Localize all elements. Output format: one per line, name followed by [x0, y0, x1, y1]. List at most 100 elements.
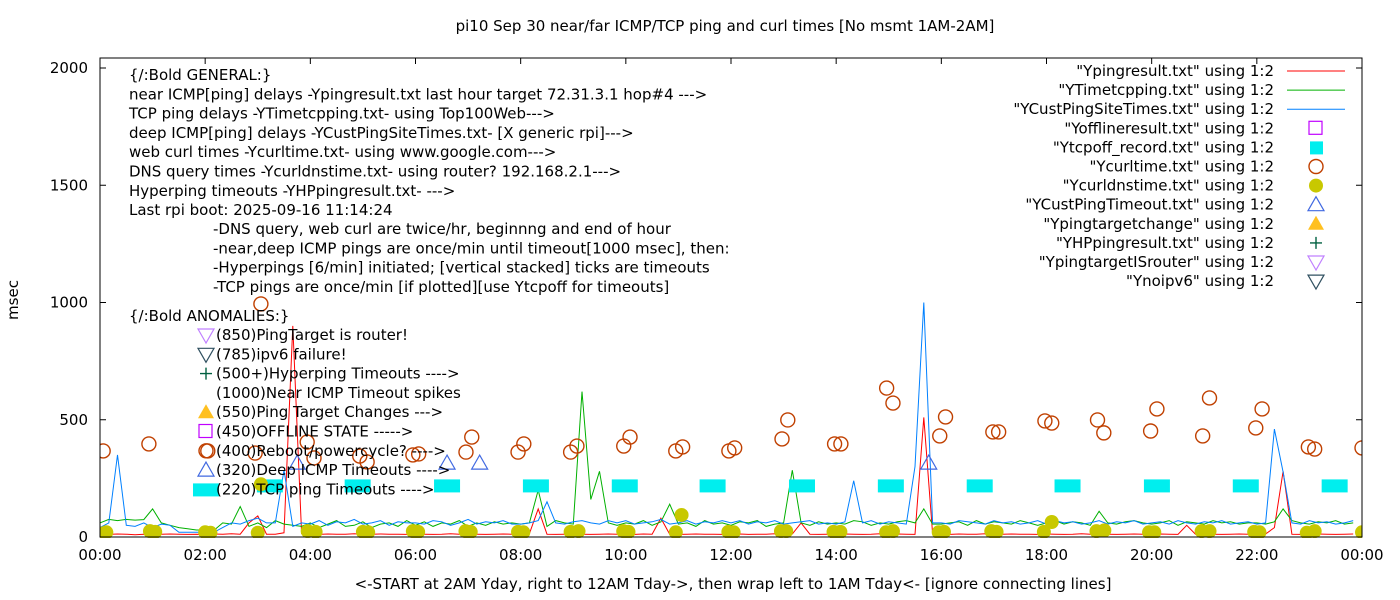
- legend-entry: "Yofflineresult.txt" using 1:2: [1064, 119, 1274, 137]
- data-point-filled-circle: [779, 524, 794, 538]
- data-point-open-circle: [1248, 420, 1264, 436]
- x-tick-label: 12:00: [709, 546, 752, 564]
- general-note-line: {/:Bold GENERAL:}: [129, 66, 271, 84]
- data-point-filled-circle: [203, 525, 218, 538]
- anomaly-open-square-icon: [198, 423, 213, 439]
- data-point-open-circle: [878, 380, 895, 396]
- data-point-filled-circle: [668, 525, 683, 538]
- data-point-filled-circle: [674, 507, 689, 522]
- data-point-filled-square: [966, 479, 993, 493]
- data-point-filled-circle: [989, 524, 1004, 538]
- anomaly-label: (1000)Near ICMP Timeout spikes: [216, 384, 461, 402]
- data-point-open-triangle-up: [919, 453, 938, 470]
- data-point-open-circle: [1089, 412, 1106, 428]
- data-point-filled-circle: [1355, 525, 1362, 538]
- legend-open-triangle-down-key: [1306, 274, 1326, 291]
- usage-note-line: -DNS query, web curl are twice/hr, begin…: [213, 220, 672, 238]
- legend-open-triangle-up-key: [1306, 195, 1326, 212]
- x-tick-label: 14:00: [815, 546, 858, 564]
- anomaly-label: (550)Ping Target Changes --->: [216, 403, 443, 421]
- data-point-filled-circle: [936, 524, 951, 538]
- data-point-open-circle: [1254, 401, 1270, 417]
- data-point-filled-circle: [1202, 524, 1217, 538]
- data-point-open-circle: [985, 424, 1001, 440]
- data-point-open-circle: [1300, 439, 1317, 455]
- x-tick-label: 02:00: [184, 546, 227, 564]
- data-point-filled-circle: [1044, 514, 1059, 529]
- data-point-open-circle: [1201, 390, 1218, 406]
- general-note-line: Hyperping timeouts -YHPpingresult.txt- -…: [129, 182, 455, 200]
- data-point-open-circle: [141, 436, 157, 452]
- legend: "Ypingresult.txt" using 1:2"YTimetcpping…: [1013, 62, 1345, 291]
- data-point-filled-circle: [1307, 524, 1322, 538]
- x-tick-label: 00:00: [1340, 546, 1383, 564]
- x-tick-label: 06:00: [394, 546, 437, 564]
- usage-note-line: -TCP pings are once/min [if plotted][use…: [213, 278, 669, 296]
- anomaly-label: (320)Deep ICMP Timeouts ---->: [216, 461, 450, 479]
- general-note-line: DNS query times -Ycurldnstime.txt- using…: [129, 163, 621, 181]
- data-point-open-circle: [1306, 441, 1323, 457]
- data-point-open-circle: [885, 395, 901, 411]
- x-tick-label: 16:00: [920, 546, 963, 564]
- data-point-filled-square: [522, 479, 549, 493]
- legend-open-square-key: [1308, 120, 1323, 135]
- data-point-open-circle: [100, 443, 111, 459]
- data-point-filled-circle: [621, 524, 636, 538]
- legend-open-circle-key: [1308, 158, 1324, 175]
- y-axis-label: msec: [4, 280, 22, 320]
- data-point-open-circle: [1354, 440, 1362, 456]
- legend-open-triangle-down-key: [1306, 255, 1326, 272]
- data-point-filled-circle: [1036, 524, 1051, 538]
- data-point-open-circle: [405, 447, 421, 463]
- data-point-filled-circle: [516, 525, 531, 538]
- x-tick-label: 18:00: [1025, 546, 1068, 564]
- data-point-filled-circle: [833, 524, 848, 538]
- data-point-open-circle: [1142, 423, 1159, 439]
- legend-entry: "Ypingresult.txt" using 1:2: [1076, 62, 1274, 80]
- y-tick-label: 1500: [50, 176, 88, 194]
- legend-entry: "YCustPingTimeout.txt" using 1:2: [1025, 196, 1274, 214]
- x-tick-label: 08:00: [499, 546, 542, 564]
- x-tick-label: 20:00: [1130, 546, 1173, 564]
- data-point-filled-square: [877, 479, 904, 493]
- data-point-filled-circle: [308, 524, 323, 538]
- legend-entry: "Ycurldnstime.txt" using 1:2: [1063, 177, 1274, 195]
- data-point-filled-square: [1232, 479, 1259, 493]
- data-point-open-circle: [932, 428, 948, 444]
- y-tick-label: 2000: [50, 59, 88, 77]
- data-point-open-circle: [1194, 428, 1211, 444]
- data-point-open-triangle-up: [438, 453, 457, 470]
- data-point-open-circle: [410, 446, 427, 462]
- general-note-line: Last rpi boot: 2025-09-16 11:14:24: [129, 201, 393, 219]
- data-point-open-circle: [1037, 413, 1053, 429]
- annotation-block: {/:Bold GENERAL:}near ICMP[ping] delays …: [128, 66, 730, 498]
- data-point-open-circle: [464, 429, 480, 445]
- legend-entry: "Ynoipv6" using 1:2: [1126, 272, 1274, 290]
- data-point-open-circle: [1149, 401, 1165, 417]
- anomaly-label: (785)ipv6 failure!: [216, 345, 347, 363]
- series-line-2: [100, 302, 1354, 533]
- anomaly-label: (400)Reboot/powercycle? ---->: [216, 442, 446, 460]
- data-point-filled-circle: [100, 525, 114, 538]
- x-axis-label: <-START at 2AM Yday, right to 12AM Tday-…: [355, 575, 1112, 593]
- data-point-open-circle: [299, 434, 315, 450]
- y-tick-label: 0: [78, 528, 88, 546]
- anomaly-filled-triangle-up-icon: [198, 404, 214, 419]
- data-point-filled-circle: [571, 524, 586, 538]
- data-point-filled-circle: [250, 525, 265, 538]
- data-point-open-circle: [458, 444, 474, 460]
- usage-note-line: -Hyperpings [6/min] initiated; [vertical…: [213, 259, 710, 277]
- data-point-open-circle: [247, 445, 263, 461]
- data-point-open-circle: [726, 440, 743, 456]
- usage-note-line: -near,deep ICMP pings are once/min until…: [213, 239, 730, 257]
- anomaly-label: (850)PingTarget is router!: [216, 326, 408, 344]
- data-point-open-circle: [990, 424, 1007, 440]
- chart-title: pi10 Sep 30 near/far ICMP/TCP ping and c…: [456, 17, 995, 35]
- data-point-open-circle: [359, 454, 375, 470]
- legend-entry: "Ytcpoff_record.txt" using 1:2: [1053, 138, 1274, 157]
- data-point-filled-circle: [1097, 523, 1112, 538]
- data-point-filled-square: [699, 479, 726, 493]
- anomaly-open-triangle-down-icon: [196, 347, 216, 364]
- anomaly-label: (220)TCP ping Timeouts ---->: [216, 480, 434, 498]
